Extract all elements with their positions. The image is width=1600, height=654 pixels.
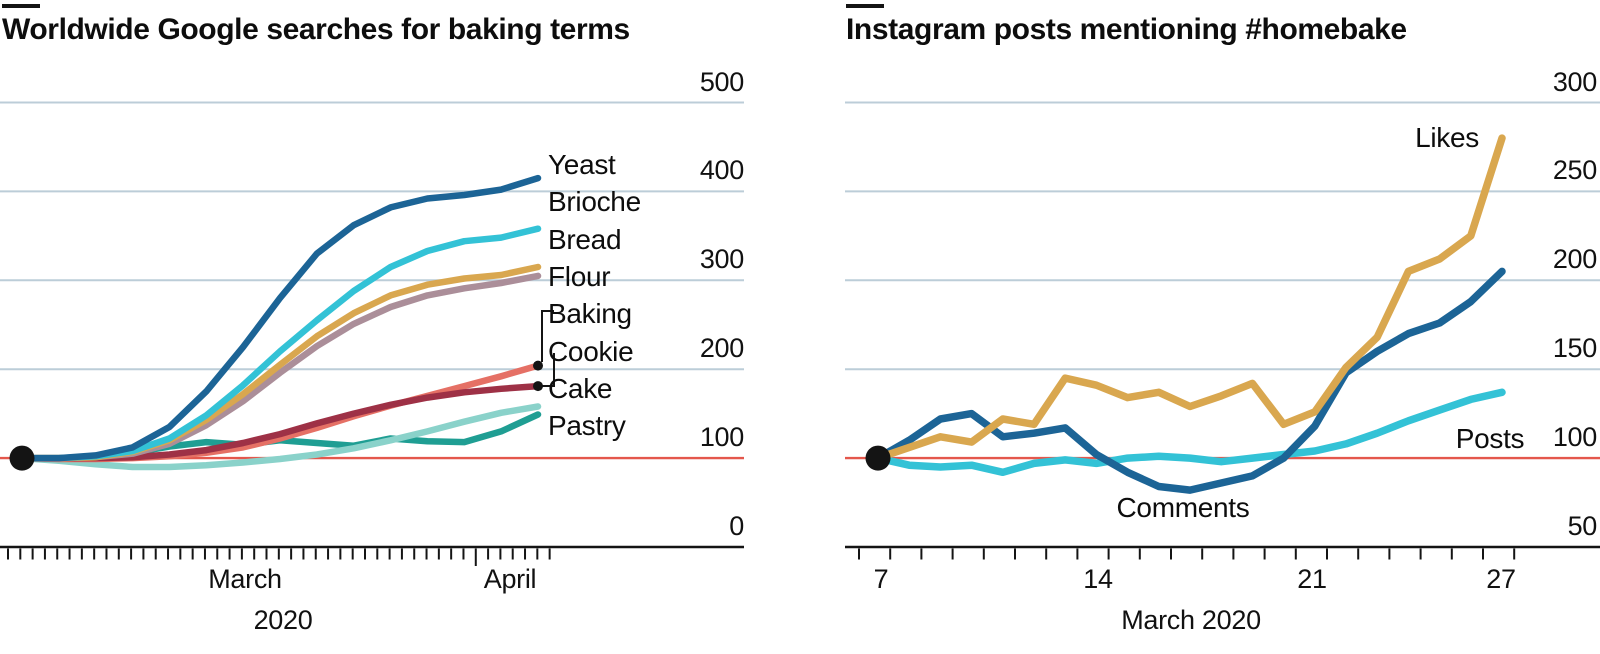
series-label-baking: Baking [548,298,632,330]
series-label-comments: Comments [1116,492,1250,523]
x-tick-label-21: 21 [1297,564,1327,594]
google-searches-chart: Worldwide Google searches for baking ter… [0,0,744,654]
plot-area [845,101,1600,560]
line-series-likes [874,134,1506,462]
economist-tick-bar [2,4,40,8]
series-label-yeast: Yeast [548,149,616,180]
y-tick-label-200: 200 [1552,244,1597,275]
series-label-cookie: Cookie [548,335,634,367]
x-axis-label: 2020 [253,605,313,635]
x-tick-label-7: 7 [873,564,889,594]
chart-title: Worldwide Google searches for baking ter… [2,13,630,46]
series-label-pastry: Pastry [548,410,626,442]
chart-title: Instagram posts mentioning #homebake [846,13,1407,46]
x-axis-label: March 2020 [1121,605,1261,635]
series-end-dot-cookie [533,381,543,392]
line-series-comments [874,267,1506,494]
y-tick-label-100: 100 [699,422,744,453]
series-label-brioche: Brioche [548,186,641,218]
label-bracket [541,310,554,362]
label-bracket [541,353,555,387]
x-tick-label-March: March [208,564,282,594]
series-start-dot [865,445,891,471]
line-series-yeast [18,174,542,462]
y-tick-label-100: 100 [1552,422,1597,453]
y-tick-label-150: 150 [1552,333,1597,364]
y-tick-label-300: 300 [699,244,744,275]
y-tick-label-0: 0 [729,511,744,541]
series-label-cake: Cake [548,372,613,404]
series-end-dot-baking [533,360,543,371]
y-tick-label-200: 200 [699,333,744,364]
x-tick-label-27: 27 [1486,564,1516,594]
y-tick-label-500: 500 [699,66,744,97]
line-series-posts [874,388,1506,477]
line-series-cake [18,403,542,471]
series-label-bread: Bread [548,223,622,255]
plot-area [0,101,744,566]
y-tick-label-400: 400 [699,155,744,186]
series-label-posts: Posts [1455,423,1525,454]
series-label-flour: Flour [548,260,611,292]
series-label-likes: Likes [1415,122,1479,153]
x-tick-label-April: April [483,564,537,594]
economist-tick-bar [846,4,884,8]
series-start-dot [9,445,35,471]
instagram-homebake-chart: Instagram posts mentioning #homebake 300… [845,0,1600,654]
y-tick-label-50: 50 [1567,511,1598,541]
y-tick-label-300: 300 [1552,66,1597,97]
x-tick-label-14: 14 [1083,564,1113,594]
y-tick-label-250: 250 [1552,155,1597,186]
